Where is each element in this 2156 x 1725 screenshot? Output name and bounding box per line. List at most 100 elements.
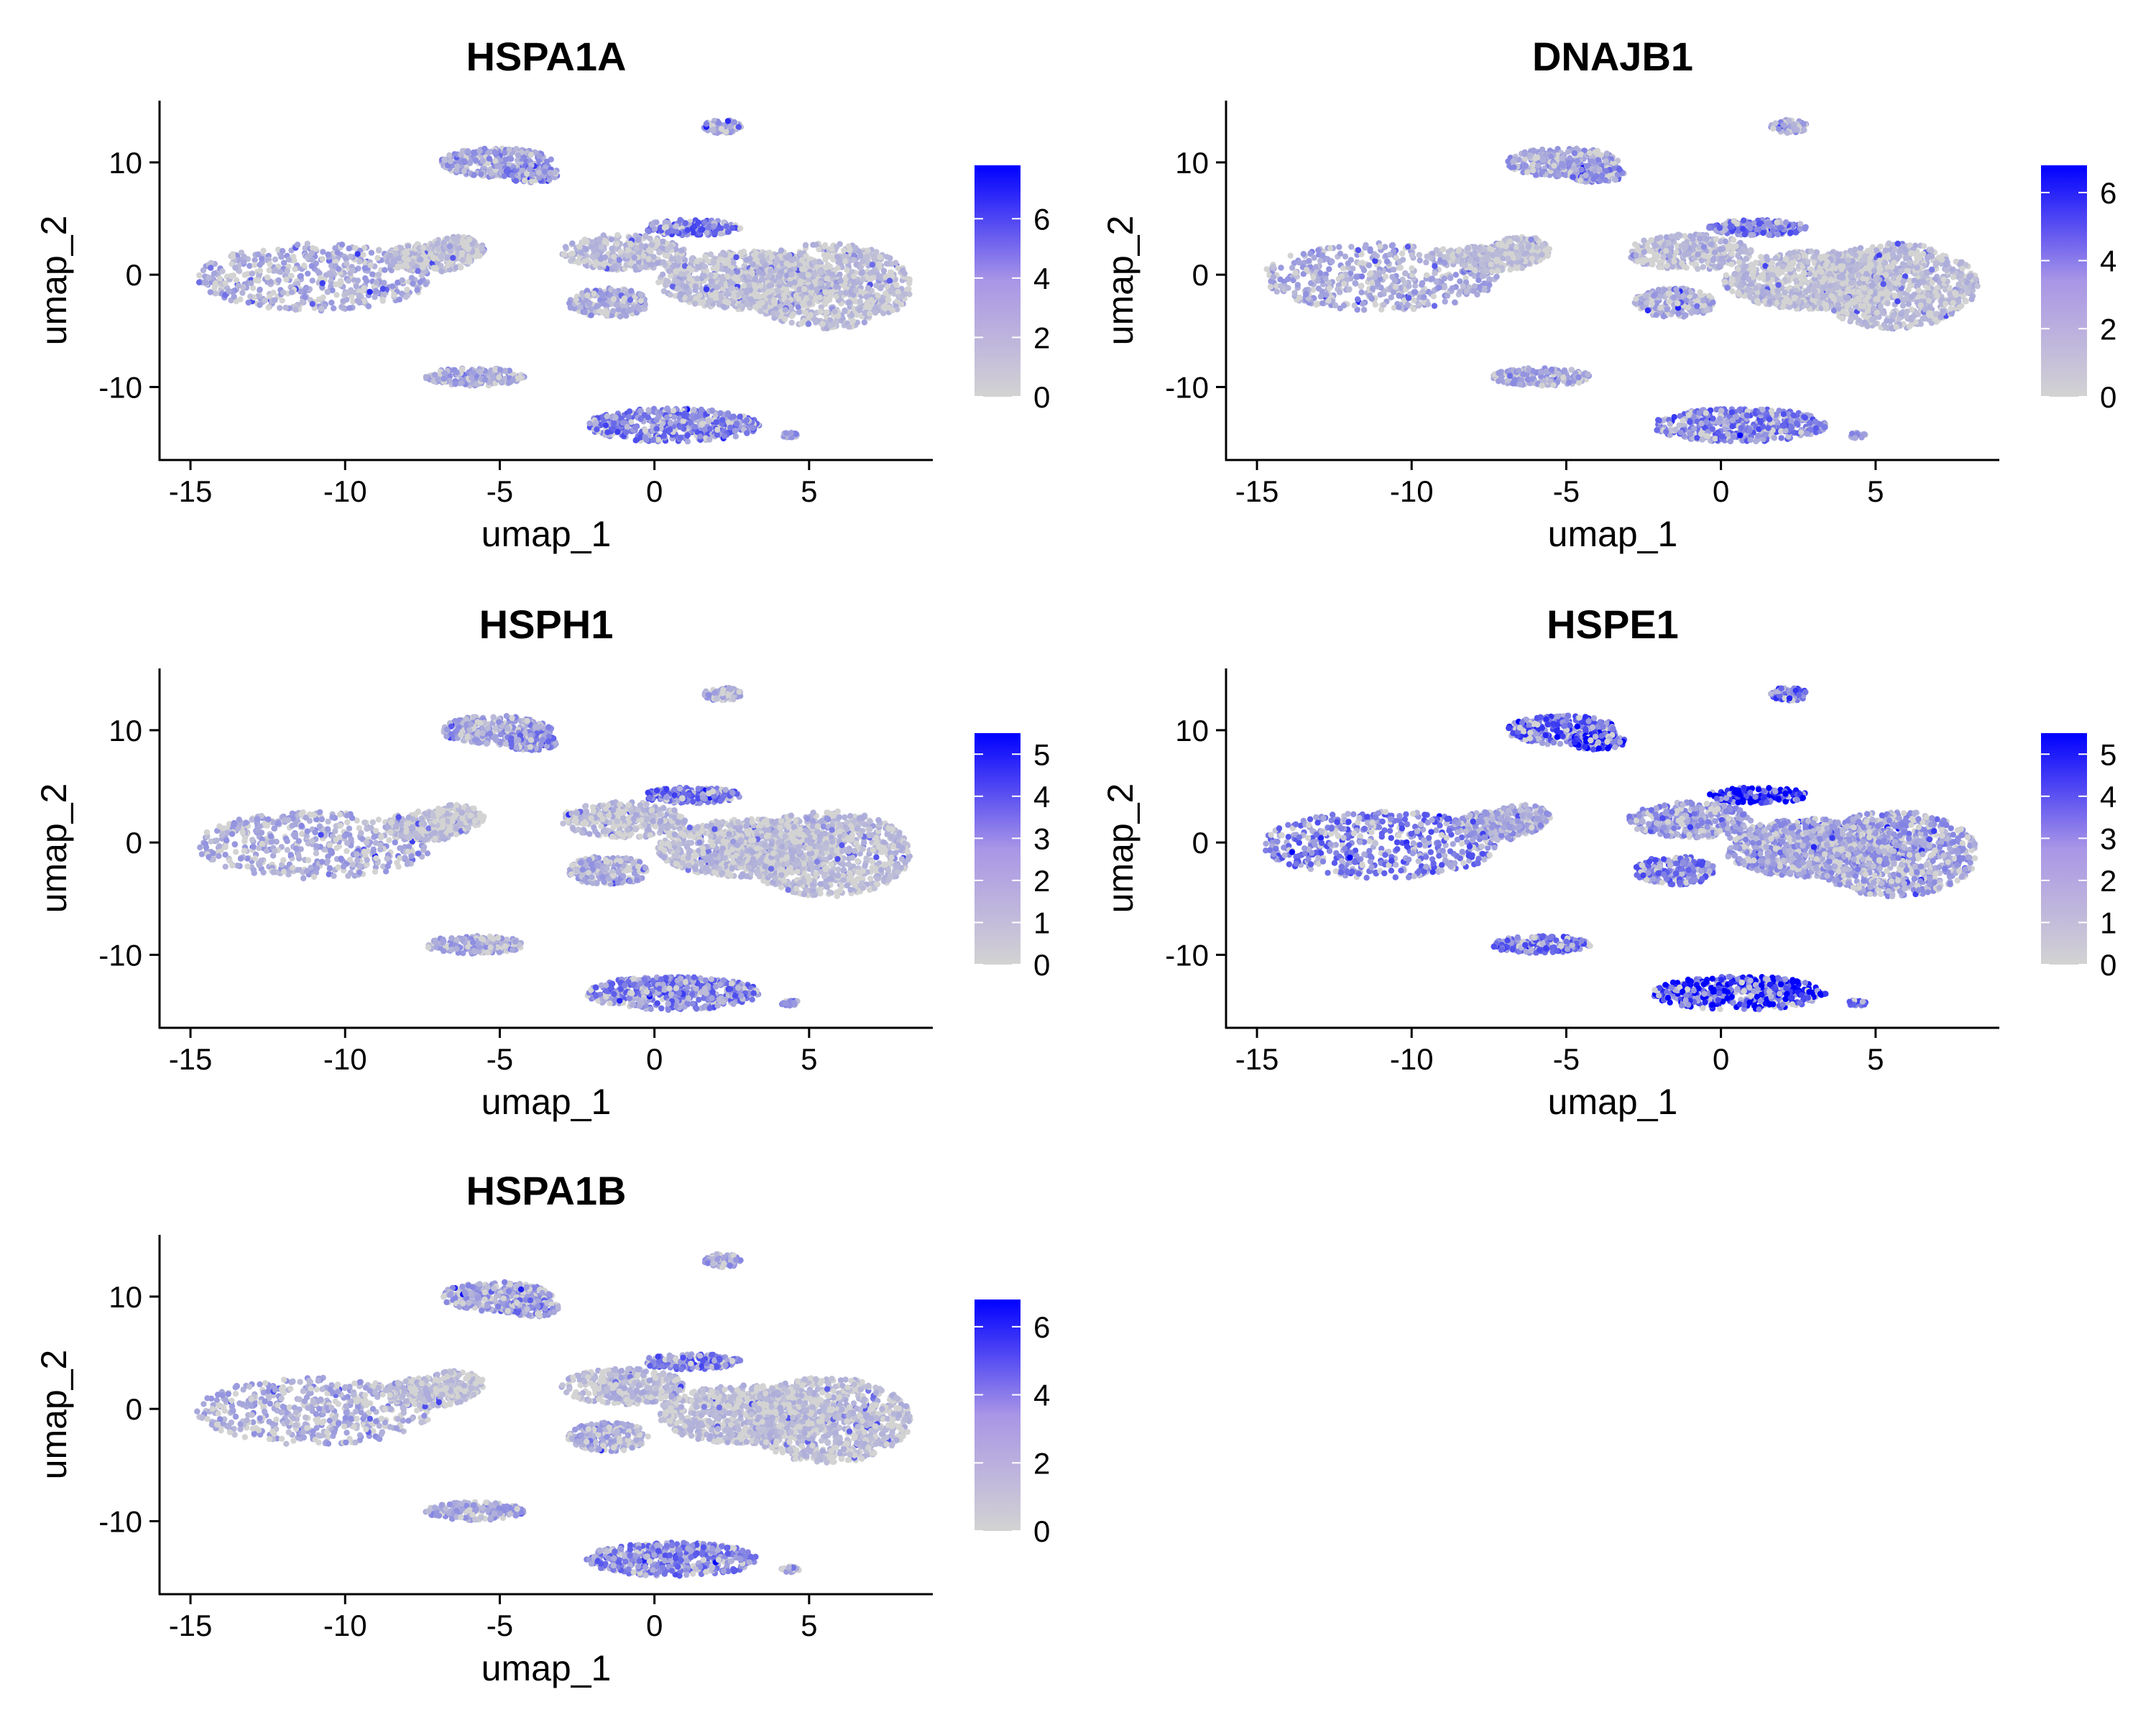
- data-point: [819, 321, 826, 327]
- data-point: [292, 266, 298, 272]
- data-point: [686, 275, 693, 282]
- data-point: [502, 150, 508, 156]
- data-point: [845, 243, 852, 249]
- data-point: [607, 292, 614, 298]
- data-point: [730, 275, 737, 282]
- data-point: [584, 239, 590, 245]
- data-point: [779, 260, 786, 267]
- data-point: [479, 157, 487, 165]
- data-point: [1392, 284, 1399, 290]
- data-point: [651, 226, 658, 232]
- data-point: [1317, 257, 1324, 264]
- data-point: [1332, 302, 1339, 309]
- data-point: [1346, 286, 1353, 293]
- data-point: [747, 296, 755, 303]
- data-point: [492, 158, 499, 165]
- data-point: [324, 289, 331, 295]
- data-point: [660, 288, 668, 295]
- data-point: [380, 290, 387, 297]
- data-point: [637, 264, 644, 270]
- data-point: [393, 246, 400, 252]
- data-point: [305, 270, 311, 277]
- data-point: [458, 380, 464, 387]
- data-point: [826, 281, 832, 288]
- data-point: [415, 267, 421, 275]
- data-point: [602, 237, 608, 244]
- data-point: [356, 258, 363, 265]
- data-point: [720, 303, 727, 310]
- data-point: [822, 289, 829, 295]
- data-point: [875, 273, 883, 280]
- data-point: [278, 253, 285, 260]
- data-point: [795, 295, 802, 303]
- data-point: [650, 437, 656, 443]
- data-point: [642, 427, 649, 434]
- data-point: [667, 420, 674, 426]
- data-point: [852, 244, 859, 252]
- data-point: [336, 266, 342, 272]
- data-point: [1396, 293, 1402, 299]
- data-point: [399, 277, 405, 284]
- data-point: [826, 297, 833, 303]
- data-point: [1341, 280, 1348, 287]
- data-point: [694, 275, 701, 282]
- data-point: [1368, 280, 1376, 286]
- data-point: [821, 242, 829, 249]
- data-point: [752, 303, 759, 310]
- data-point: [208, 264, 214, 271]
- data-point: [1382, 273, 1389, 280]
- data-point: [775, 288, 781, 295]
- data-point: [806, 300, 813, 306]
- data-point: [1481, 280, 1488, 287]
- data-point: [712, 272, 719, 279]
- data-point: [677, 423, 683, 431]
- data-point: [247, 293, 254, 300]
- data-point: [750, 261, 757, 267]
- data-point: [1338, 273, 1345, 280]
- data-point: [752, 285, 759, 291]
- data-point: [1326, 285, 1333, 292]
- data-point: [309, 300, 315, 308]
- data-point: [382, 267, 388, 273]
- data-point: [447, 158, 454, 165]
- data-point: [835, 313, 842, 320]
- data-point: [1289, 264, 1296, 271]
- data-point: [1326, 280, 1332, 286]
- data-point: [529, 171, 535, 178]
- data-point: [498, 379, 505, 385]
- data-point: [405, 257, 412, 263]
- data-point: [1423, 259, 1429, 266]
- data-point: [1354, 306, 1360, 313]
- x-tick-label: 5: [801, 474, 817, 508]
- data-point: [331, 305, 337, 312]
- data-point: [1340, 265, 1347, 272]
- data-point: [196, 272, 203, 279]
- data-point: [706, 418, 712, 425]
- data-point: [408, 261, 415, 267]
- data-point: [1421, 294, 1427, 300]
- data-point: [524, 170, 530, 178]
- data-point: [708, 277, 714, 285]
- data-point: [1388, 294, 1394, 300]
- data-point: [325, 251, 331, 258]
- data-point: [682, 220, 688, 226]
- data-point: [617, 313, 624, 320]
- data-point: [478, 171, 484, 178]
- data-point: [441, 370, 448, 377]
- data-point: [625, 308, 632, 314]
- data-point: [706, 436, 713, 443]
- data-point: [640, 252, 647, 259]
- data-point: [1369, 285, 1376, 292]
- data-point: [778, 247, 785, 254]
- data-point: [663, 414, 671, 420]
- data-point: [470, 369, 476, 376]
- data-point: [632, 294, 638, 300]
- data-point: [1296, 294, 1303, 301]
- data-point: [788, 430, 794, 437]
- data-point: [827, 289, 834, 296]
- data-point: [1308, 280, 1314, 287]
- data-point: [875, 293, 881, 299]
- data-point: [395, 280, 401, 286]
- data-point: [486, 155, 492, 162]
- data-point: [1277, 276, 1284, 282]
